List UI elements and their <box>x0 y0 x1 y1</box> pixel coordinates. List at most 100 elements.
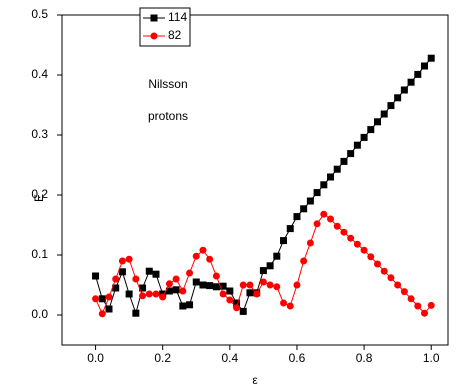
x-tick-label: 0.4 <box>221 351 238 365</box>
marker <box>340 157 348 165</box>
marker <box>118 257 126 265</box>
marker <box>353 240 361 248</box>
x-tick-label: 0.2 <box>154 351 171 365</box>
marker <box>105 305 113 313</box>
marker <box>374 118 382 126</box>
marker <box>179 287 187 295</box>
marker <box>300 205 308 213</box>
y-tick-label: 0.1 <box>31 247 48 261</box>
marker <box>320 181 328 189</box>
marker <box>145 290 153 298</box>
marker <box>340 228 348 236</box>
marker <box>186 301 194 309</box>
marker <box>192 252 200 260</box>
marker <box>92 272 100 280</box>
y-tick-label: 0.5 <box>31 7 48 21</box>
marker <box>165 287 173 295</box>
marker <box>306 239 314 247</box>
marker <box>280 299 288 307</box>
marker <box>320 210 328 218</box>
marker <box>226 296 234 304</box>
marker <box>125 290 133 298</box>
marker <box>300 257 308 265</box>
legend-box <box>139 7 191 47</box>
marker <box>112 275 120 283</box>
marker <box>253 290 261 298</box>
marker <box>286 302 294 310</box>
marker <box>306 197 314 205</box>
marker <box>239 307 247 315</box>
marker <box>407 78 415 86</box>
marker <box>380 267 388 275</box>
marker <box>374 260 382 268</box>
marker <box>347 234 355 242</box>
marker <box>186 269 194 277</box>
marker <box>367 126 375 134</box>
marker <box>407 295 415 303</box>
marker <box>414 302 422 310</box>
marker <box>212 272 220 280</box>
marker <box>380 110 388 118</box>
marker <box>172 275 180 283</box>
marker <box>139 284 147 292</box>
y-tick-label: 0.0 <box>31 307 48 321</box>
marker <box>286 225 294 233</box>
marker <box>327 173 335 181</box>
marker <box>293 281 301 289</box>
marker <box>233 304 241 312</box>
annotation: protons <box>148 109 188 123</box>
marker <box>92 295 100 303</box>
marker <box>112 284 120 292</box>
marker <box>333 165 341 173</box>
y-axis-label: E <box>32 194 46 202</box>
legend-marker <box>150 14 158 22</box>
marker <box>360 246 368 254</box>
marker <box>427 301 435 309</box>
marker <box>199 246 207 254</box>
marker <box>192 278 200 286</box>
marker <box>333 222 341 230</box>
marker <box>206 255 214 263</box>
x-tick-label: 1.0 <box>423 351 440 365</box>
marker <box>219 282 227 290</box>
marker <box>226 287 234 295</box>
marker <box>206 282 214 290</box>
marker <box>259 278 267 286</box>
marker <box>400 86 408 94</box>
legend-marker <box>150 32 158 40</box>
marker <box>152 290 160 298</box>
marker <box>427 54 435 62</box>
marker <box>421 62 429 70</box>
marker <box>125 255 133 263</box>
marker <box>118 268 126 276</box>
x-tick-label: 0.8 <box>356 351 373 365</box>
marker <box>273 283 281 291</box>
x-tick-label: 0.6 <box>289 351 306 365</box>
marker <box>172 286 180 294</box>
annotation: Nilsson <box>148 77 187 91</box>
marker <box>266 281 274 289</box>
marker <box>280 237 288 245</box>
marker <box>179 302 187 310</box>
marker <box>139 292 147 300</box>
marker <box>387 102 395 110</box>
marker <box>219 290 227 298</box>
plot-frame <box>61 14 449 346</box>
marker <box>293 213 301 221</box>
y-tick-label: 0.3 <box>31 127 48 141</box>
marker <box>259 267 267 275</box>
marker <box>246 281 254 289</box>
marker <box>98 310 106 318</box>
marker <box>266 262 274 270</box>
marker <box>239 281 247 289</box>
marker <box>233 299 241 307</box>
x-tick-label: 0.0 <box>87 351 104 365</box>
marker <box>152 270 160 278</box>
marker <box>421 309 429 317</box>
y-tick-label: 0.2 <box>31 187 48 201</box>
marker <box>347 150 355 158</box>
marker <box>165 280 173 288</box>
legend-label: 114 <box>168 10 187 24</box>
marker <box>159 293 167 301</box>
